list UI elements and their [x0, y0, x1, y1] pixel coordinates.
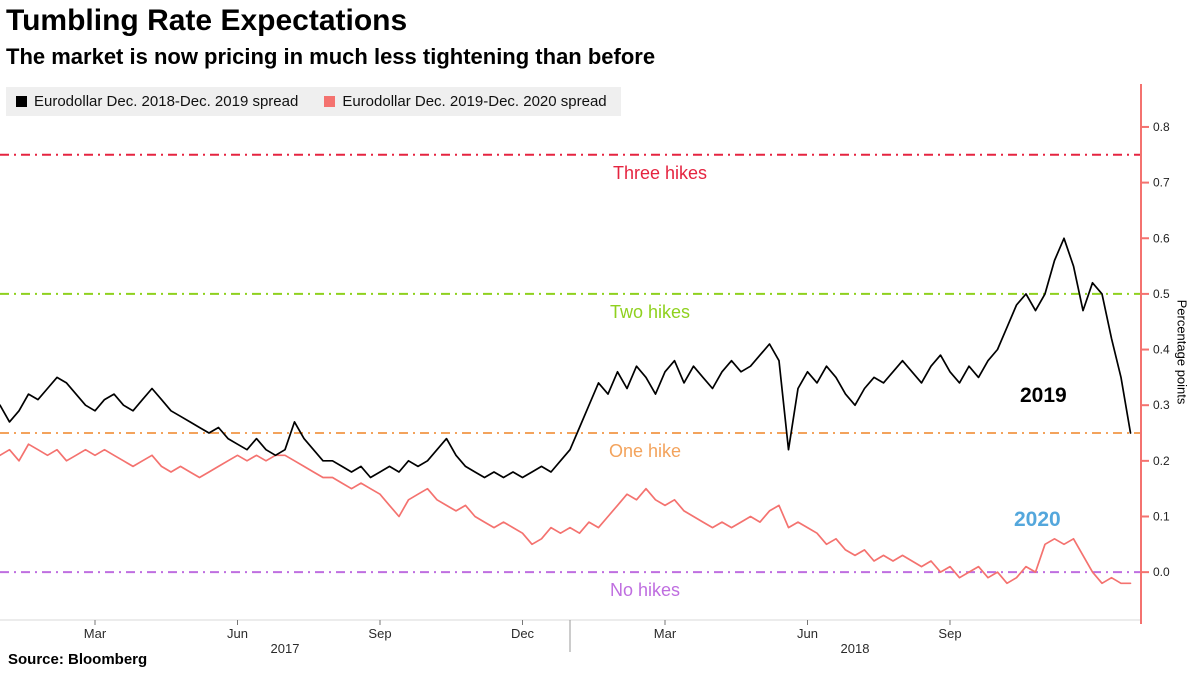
legend-label-2019-spread: Eurodollar Dec. 2018-Dec. 2019 spread [34, 93, 299, 110]
y-axis-tick-label: 0.4 [1153, 343, 1170, 357]
y-axis-tick-label: 0.0 [1153, 565, 1170, 579]
legend-label-2020-spread: Eurodollar Dec. 2019-Dec. 2020 spread [342, 93, 607, 110]
y-axis-tick-label: 0.2 [1153, 454, 1170, 468]
legend-item-2019-spread: Eurodollar Dec. 2018-Dec. 2019 spread [16, 93, 298, 110]
ref-line-label-three-hikes: Three hikes [612, 162, 708, 183]
x-axis-tick-label: Jun [227, 626, 248, 641]
y-axis-tick-label: 0.7 [1153, 176, 1170, 190]
x-axis-tick-label: Mar [84, 626, 107, 641]
ref-line-label-no-hikes: No hikes [609, 580, 681, 601]
y-axis-tick-label: 0.6 [1153, 231, 1170, 245]
legend: Eurodollar Dec. 2018-Dec. 2019 spread Eu… [6, 87, 621, 116]
x-axis-tick-label: Jun [797, 626, 818, 641]
ref-line-label-two-hikes: Two hikes [609, 301, 691, 322]
y-axis-title: Percentage points [1174, 299, 1190, 405]
legend-swatch-2019-spread [16, 96, 27, 107]
x-axis-tick-label: Sep [368, 626, 391, 641]
page-subtitle: The market is now pricing in much less t… [6, 44, 656, 69]
legend-swatch-2020-spread [324, 96, 336, 107]
source-note: Source: Bloomberg [8, 651, 148, 668]
x-axis-tick-label: Sep [938, 626, 961, 641]
y-axis-tick-label: 0.1 [1153, 509, 1170, 523]
series-label-2019: 2019 [1020, 384, 1067, 407]
page-title: Tumbling Rate Expectations [6, 4, 408, 37]
series-line-2019 [0, 237, 1132, 479]
legend-item-2020-spread: Eurodollar Dec. 2019-Dec. 2020 spread [324, 93, 607, 110]
ref-line-label-one-hike: One hike [608, 441, 682, 462]
y-axis-tick-label: 0.8 [1153, 120, 1170, 134]
series-label-2020: 2020 [1014, 508, 1061, 531]
series-line-2020 [0, 443, 1132, 585]
year-label: 2017 [271, 641, 300, 656]
x-axis-tick-label: Dec [511, 626, 535, 641]
y-axis-tick-label: 0.3 [1153, 398, 1170, 412]
year-label: 2018 [841, 641, 870, 656]
y-axis-tick-label: 0.5 [1153, 287, 1170, 301]
x-axis-tick-label: Mar [654, 626, 677, 641]
